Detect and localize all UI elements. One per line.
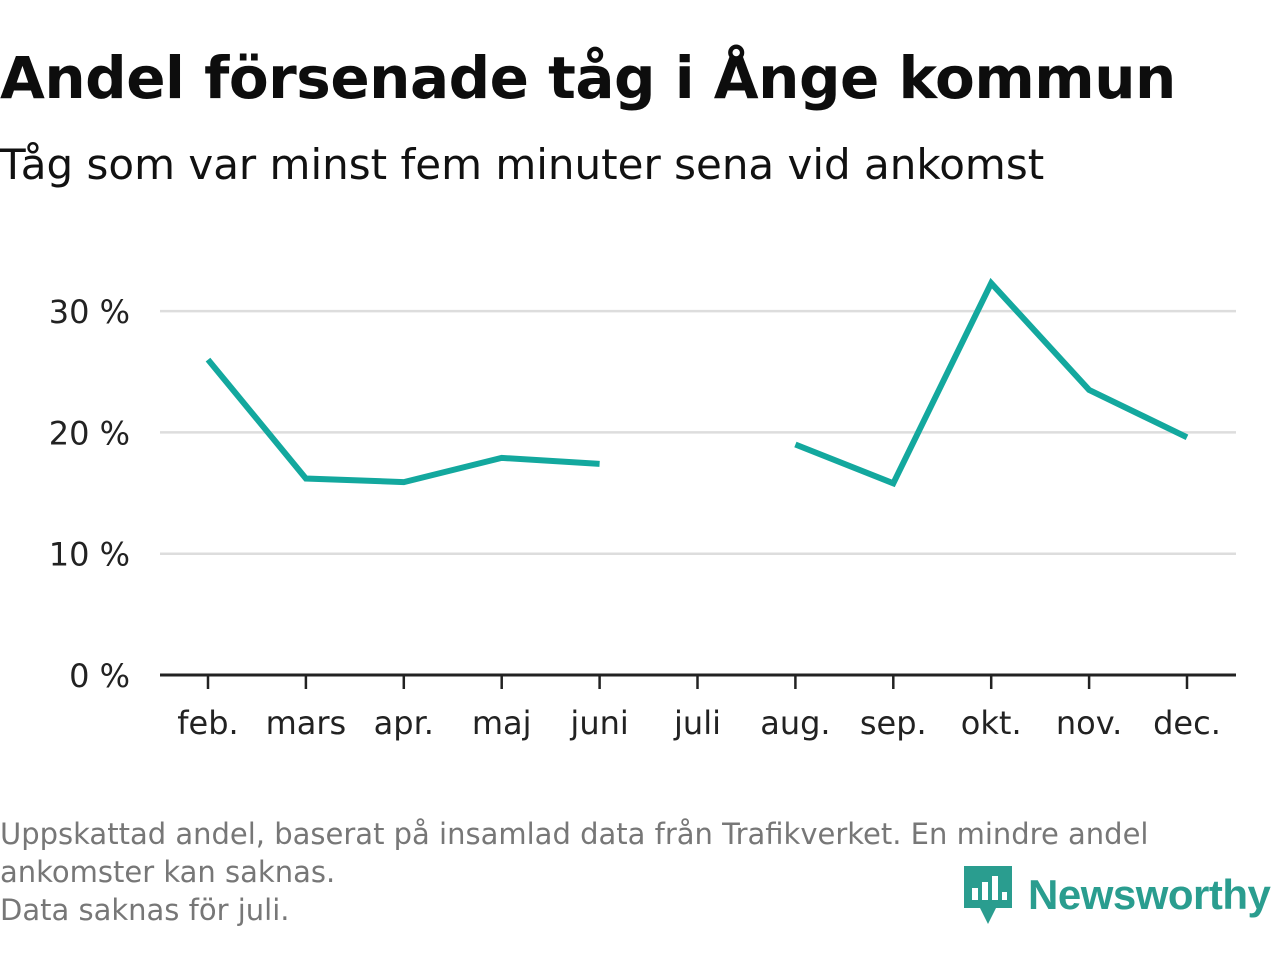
x-tick-label: maj bbox=[472, 704, 532, 742]
x-tick-label: juni bbox=[569, 704, 628, 742]
x-axis bbox=[160, 673, 1236, 689]
footnote-line-3: Data saknas för juli. bbox=[0, 893, 290, 927]
footnote-line-1: Uppskattad andel, baserat på insamlad da… bbox=[0, 817, 1149, 851]
x-tick-label: feb. bbox=[177, 704, 238, 742]
y-tick-label: 20 % bbox=[49, 414, 130, 452]
x-tick-label: okt. bbox=[961, 704, 1022, 742]
x-tick-label: nov. bbox=[1056, 704, 1122, 742]
brand-logo: Newsworthy bbox=[962, 863, 1271, 927]
y-axis-tick-labels: 0 % 10 % 20 % 30 % bbox=[49, 293, 130, 695]
x-tick-label: dec. bbox=[1153, 704, 1221, 742]
y-tick-label: 0 % bbox=[69, 657, 130, 695]
y-tick-label: 30 % bbox=[49, 293, 130, 331]
chart-title: Andel försenade tåg i Ånge kommun bbox=[0, 44, 1176, 112]
x-tick-label: juli bbox=[673, 704, 721, 742]
x-tick-label: aug. bbox=[760, 704, 830, 742]
y-tick-label: 10 % bbox=[49, 536, 130, 574]
x-tick-label: mars bbox=[266, 704, 347, 742]
series-line-segment bbox=[205, 357, 600, 486]
series-line-segment bbox=[794, 277, 1189, 488]
x-axis-tick-labels: feb. mars apr. maj juni juli aug. sep. okt. nov. d… bbox=[177, 704, 1221, 742]
newsworthy-logo-icon bbox=[964, 866, 1012, 924]
line-chart: 0 % 10 % 20 % 30 % feb. mars apr. maj juni juli a… bbox=[49, 277, 1236, 742]
series-lines bbox=[205, 277, 1189, 488]
footnote: Uppskattad andel, baserat på insamlad da… bbox=[0, 815, 1270, 929]
chart-subtitle: Tåg som var minst fem minuter sena vid a… bbox=[0, 140, 1045, 189]
x-tick-label: apr. bbox=[374, 704, 434, 742]
x-tick-label: sep. bbox=[860, 704, 927, 742]
grid-lines bbox=[160, 309, 1236, 555]
footnote-line-2: ankomster kan saknas. bbox=[0, 855, 336, 889]
brand-name: Newsworthy bbox=[1028, 871, 1271, 918]
